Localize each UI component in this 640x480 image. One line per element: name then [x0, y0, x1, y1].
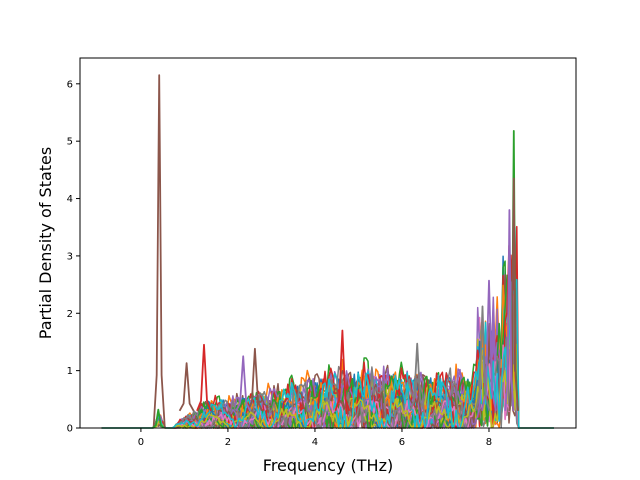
pdos-peak: [178, 362, 195, 412]
y-tick-label: 1: [67, 366, 73, 377]
pdos-series-line: [101, 288, 554, 429]
y-tick-label: 4: [67, 194, 73, 205]
peak-layer: [152, 74, 519, 429]
y-tick-label: 2: [67, 309, 73, 320]
x-tick-label: 8: [486, 437, 492, 448]
y-axis-label: Partial Density of States: [36, 147, 55, 339]
plot-frame: [79, 57, 577, 429]
pdos-peak: [247, 347, 263, 412]
pdos-peak: [409, 342, 426, 412]
pdos-peak: [152, 408, 165, 429]
pdos-peak: [504, 209, 515, 411]
y-axis: 0 1 2 3 4 5 6: [67, 79, 80, 435]
y-tick-label: 6: [67, 79, 73, 90]
x-tick-label: 4: [312, 437, 318, 448]
x-tick-label: 0: [138, 437, 144, 448]
y-tick-label: 0: [67, 424, 73, 435]
pdos-series-line: [101, 278, 554, 429]
pdos-peak: [152, 74, 166, 429]
x-tick-label: 2: [225, 437, 231, 448]
pdos-peak: [196, 343, 212, 412]
x-axis: 0 2 4 6 8: [138, 428, 492, 448]
x-tick-label: 6: [399, 437, 405, 448]
pdos-peak: [474, 305, 491, 412]
pdos-peak: [334, 329, 351, 412]
x-axis-label: Frequency (THz): [263, 456, 393, 475]
pdos-peak: [235, 355, 251, 412]
y-tick-label: 5: [67, 137, 73, 148]
y-tick-label: 3: [67, 251, 73, 262]
